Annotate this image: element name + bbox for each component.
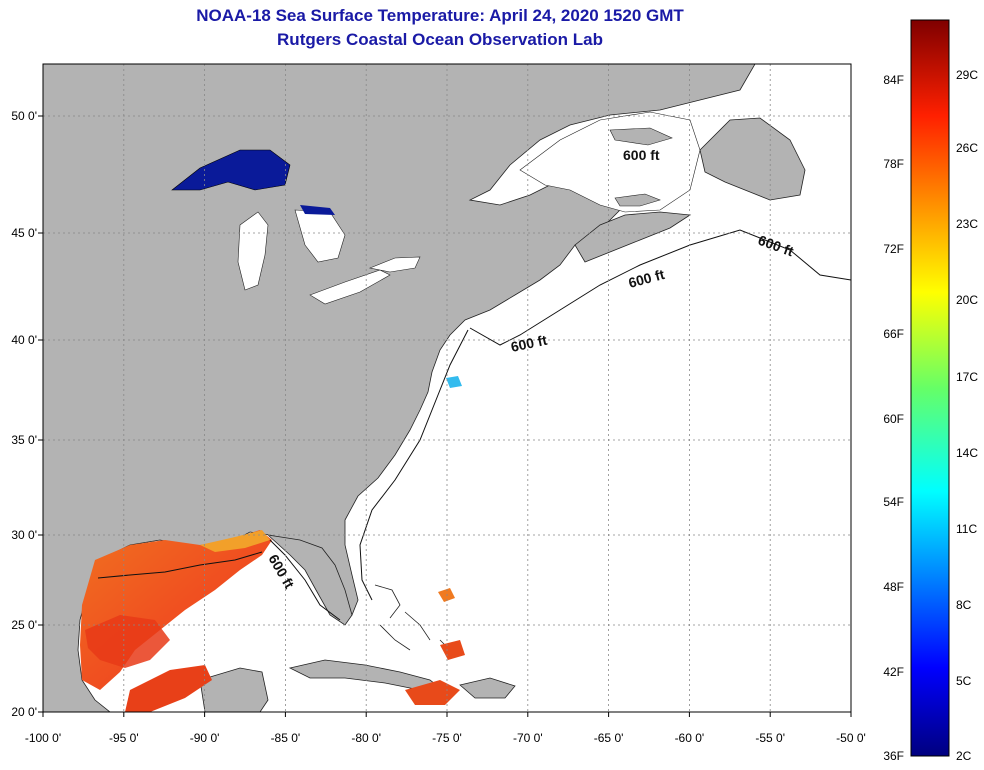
colorbar-c-label: 8C <box>956 598 972 612</box>
colorbar-c-label: 17C <box>956 370 978 384</box>
colorbar-f-label: 42F <box>883 665 904 679</box>
colorbar-c-label: 11C <box>956 522 977 536</box>
x-tick-label: -80 0' <box>351 731 381 745</box>
sst-caribbean <box>405 680 460 705</box>
y-tick-label: 20 0' <box>11 705 37 719</box>
colorbar-fahrenheit-labels: 84F 78F 72F 66F 60F 54F 48F 42F 36F <box>883 73 904 763</box>
sst-gulf-bands <box>85 615 170 668</box>
colorbar-c-label: 29C <box>956 68 978 82</box>
x-tick-label: -60 0' <box>675 731 705 745</box>
x-tick-label: -65 0' <box>594 731 624 745</box>
colorbar-c-label: 5C <box>956 674 972 688</box>
y-tick-label: 25 0' <box>11 618 37 632</box>
sst-coldwater-patch <box>446 376 462 388</box>
land-anticosti <box>609 127 673 146</box>
colorbar-f-label: 60F <box>883 412 904 426</box>
y-tick-label: 50 0' <box>11 109 37 123</box>
colorbar-c-label: 23C <box>956 217 978 231</box>
colorbar <box>910 19 950 757</box>
colorbar-celsius-labels: 29C 26C 23C 20C 17C 14C 11C 8C 5C 2C <box>956 68 978 763</box>
land-newfoundland <box>699 117 806 201</box>
x-tick-label: -50 0' <box>836 731 866 745</box>
y-axis: 50 0' 45 0' 40 0' 35 0' 30 0' 25 0' 20 0' <box>11 109 43 719</box>
colorbar-c-label: 20C <box>956 293 978 307</box>
sst-cuba-north <box>440 640 465 660</box>
lake-michigan <box>237 211 269 291</box>
x-tick-label: -85 0' <box>271 731 301 745</box>
y-tick-label: 35 0' <box>11 433 37 447</box>
y-tick-label: 40 0' <box>11 333 37 347</box>
graticule <box>43 64 851 712</box>
map-subtitle: Rutgers Coastal Ocean Observation Lab <box>277 30 603 49</box>
isobath-600ft <box>97 229 851 621</box>
contour-label-mid-atlantic: 600 ft <box>509 332 548 355</box>
colorbar-f-label: 36F <box>883 749 904 763</box>
x-tick-label: -100 0' <box>25 731 61 745</box>
colorbar-f-label: 66F <box>883 327 904 341</box>
lake-erie <box>309 269 391 305</box>
y-tick-label: 45 0' <box>11 226 37 240</box>
x-tick-label: -70 0' <box>513 731 543 745</box>
sst-bahamas-patch <box>438 588 455 602</box>
colorbar-f-label: 54F <box>883 495 904 509</box>
colorbar-c-label: 2C <box>956 749 972 763</box>
lake-ontario <box>368 256 421 273</box>
sst-gulf-shelf <box>200 530 270 552</box>
sst-yucatan-channel <box>125 665 212 712</box>
colorbar-f-label: 78F <box>883 157 904 171</box>
y-tick-label: 30 0' <box>11 528 37 542</box>
land-hispaniola <box>459 677 516 699</box>
lake-nipigon-cold <box>300 205 335 215</box>
land-nova-scotia <box>574 211 692 263</box>
contour-label-newfoundland: 600 ft <box>623 147 660 163</box>
colorbar-c-label: 26C <box>956 141 978 155</box>
land-north-america <box>43 64 756 712</box>
x-tick-label: -75 0' <box>432 731 462 745</box>
land-florida <box>266 534 353 626</box>
colorbar-f-label: 84F <box>883 73 904 87</box>
land-pei <box>614 193 661 207</box>
lake-superior <box>171 149 291 191</box>
x-axis: -100 0' -95 0' -90 0' -85 0' -80 0' -75 0' -70… <box>25 712 866 745</box>
x-tick-label: -95 0' <box>109 731 139 745</box>
x-tick-label: -55 0' <box>755 731 785 745</box>
colorbar-f-label: 72F <box>883 242 904 256</box>
map-title: NOAA-18 Sea Surface Temperature: April 2… <box>196 6 684 25</box>
x-tick-label: -90 0' <box>190 731 220 745</box>
colorbar-c-label: 14C <box>956 446 978 460</box>
colorbar-f-label: 48F <box>883 580 904 594</box>
land-yucatan <box>199 667 269 712</box>
